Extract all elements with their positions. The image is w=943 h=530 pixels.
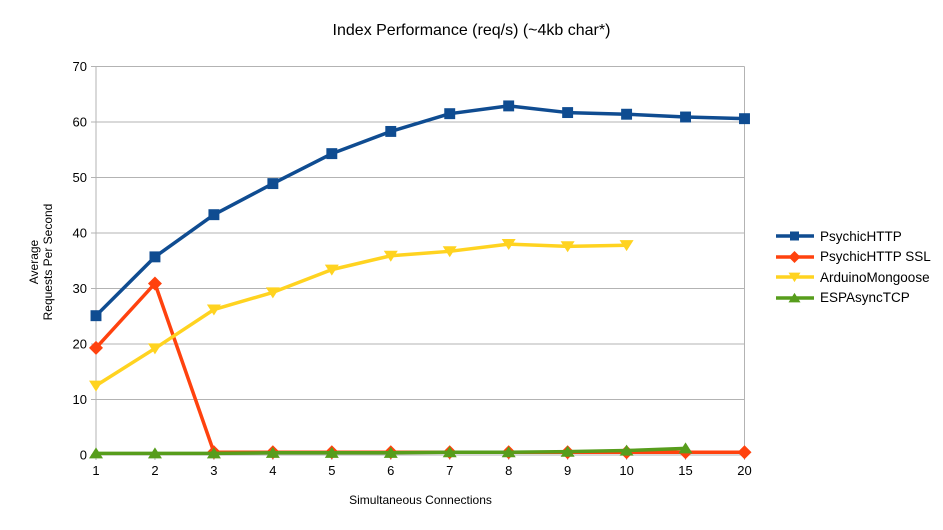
series-point-PsychicHTTP-7 [444, 108, 456, 120]
series-line-PsychicHTTP-SSL [94, 281, 747, 454]
series-point-PsychicHTTP-SSL-1 [89, 340, 103, 355]
chart-title: Index Performance (req/s) (~4kb char*) [332, 22, 611, 39]
series-line-PsychicHTTP [94, 104, 747, 318]
series-point-ESPAsyncTCP-7 [442, 446, 457, 458]
series-point-PsychicHTTP-SSL-2 [147, 276, 162, 291]
series-point-ESPAsyncTCP-9 [560, 445, 575, 457]
x-tick-label-1: 1 [92, 463, 99, 478]
y-axis-title-line2: Requests Per Second [41, 203, 55, 321]
y-tick-label-20: 20 [73, 337, 87, 352]
square-legend-marker-icon [776, 231, 814, 241]
y-tick-label-30: 30 [73, 281, 87, 296]
legend-item-ESPAsyncTCP: ESPAsyncTCP [775, 288, 931, 309]
series-point-PsychicHTTP-10 [621, 108, 633, 120]
legend-label: PsychicHTTP SSL [820, 249, 931, 265]
triangle-up-legend-marker-icon [776, 292, 814, 303]
series-point-PsychicHTTP-6 [385, 125, 397, 137]
x-tick-label-10: 10 [619, 463, 633, 478]
legend-item-ArduinoMongoose: ArduinoMongoose [775, 267, 931, 288]
y-axis-title: Average Requests Per Second [27, 204, 55, 321]
legend-label: ArduinoMongoose [820, 269, 930, 285]
series-point-ESPAsyncTCP-1 [89, 447, 103, 459]
y-tick-label-40: 40 [73, 226, 87, 241]
series-point-ArduinoMongoose-1 [89, 380, 103, 392]
x-tick-label-7: 7 [446, 463, 453, 478]
legend-item-PsychicHTTP-SSL: PsychicHTTP SSL [775, 247, 931, 268]
series-point-ESPAsyncTCP-10 [619, 444, 634, 456]
x-tick-label-8: 8 [505, 463, 512, 478]
x-tick-label-2: 2 [151, 463, 158, 478]
y-tick-label-0: 0 [80, 448, 87, 463]
legend-item-PsychicHTTP: PsychicHTTP [775, 226, 931, 247]
triangle-down-legend-marker-icon [776, 272, 814, 283]
series-point-ESPAsyncTCP-8 [501, 446, 516, 458]
x-tick-label-9: 9 [564, 463, 571, 478]
series-point-ArduinoMongoose-3 [206, 304, 221, 316]
legend: PsychicHTTP PsychicHTTP SSL ArduinoMongoos… [775, 226, 931, 308]
series-line-ArduinoMongoose [94, 242, 629, 388]
series-point-ArduinoMongoose-10 [619, 240, 634, 252]
series-point-ArduinoMongoose-8 [501, 239, 516, 251]
series-point-ArduinoMongoose-4 [265, 287, 280, 299]
series-point-ArduinoMongoose-5 [324, 264, 339, 276]
series-point-PsychicHTTP-15 [680, 111, 692, 123]
legend-label: PsychicHTTP [820, 228, 902, 244]
series-point-PsychicHTTP-4 [267, 178, 279, 190]
y-tick-label-50: 50 [73, 170, 87, 185]
series-point-ArduinoMongoose-6 [383, 250, 398, 262]
series-point-ArduinoMongoose-2 [147, 343, 162, 355]
y-axis-title-line1: Average [27, 239, 41, 285]
x-tick-label-4: 4 [269, 463, 276, 478]
series-point-PsychicHTTP-3 [208, 209, 220, 221]
x-axis-title: Simultaneous Connections [349, 493, 492, 507]
series-point-ESPAsyncTCP-6 [383, 446, 398, 458]
x-tick-label-3: 3 [210, 463, 217, 478]
series-point-PsychicHTTP-1 [90, 310, 102, 322]
series-point-PsychicHTTP-9 [562, 107, 574, 119]
series-point-ArduinoMongoose-7 [442, 246, 457, 258]
y-tick-label-10: 10 [73, 392, 87, 407]
x-tick-label-5: 5 [328, 463, 335, 478]
series-point-ESPAsyncTCP-5 [324, 446, 339, 458]
series-point-ESPAsyncTCP-15 [678, 442, 693, 454]
y-tick-label-60: 60 [73, 115, 87, 130]
series-point-ESPAsyncTCP-2 [147, 447, 162, 459]
series-point-PsychicHTTP-20 [739, 113, 750, 125]
series-point-PsychicHTTP-5 [326, 148, 338, 160]
series-point-ESPAsyncTCP-3 [206, 447, 221, 459]
series-point-ArduinoMongoose-9 [560, 241, 575, 253]
diamond-legend-marker-icon [776, 250, 814, 263]
x-tick-label-15: 15 [678, 463, 692, 478]
y-tick-label-70: 70 [73, 59, 87, 74]
x-tick-label-6: 6 [387, 463, 394, 478]
x-tick-label-20: 20 [737, 463, 751, 478]
legend-label: ESPAsyncTCP [820, 290, 910, 306]
series-point-PsychicHTTP-SSL-20 [737, 445, 752, 460]
series-point-PsychicHTTP-8 [503, 100, 515, 112]
series-point-PsychicHTTP-2 [149, 251, 161, 263]
series-point-ESPAsyncTCP-4 [265, 446, 280, 458]
